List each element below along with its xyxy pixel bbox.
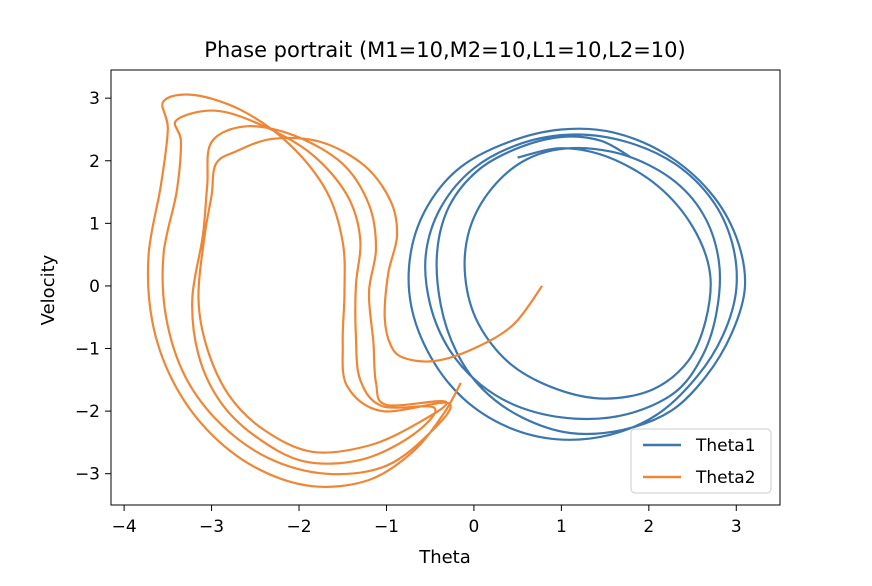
x-axis-ticks: −4 −3 −2 −1 0 1 2 3 xyxy=(112,505,742,537)
legend: Theta1 Theta2 xyxy=(630,428,772,494)
x-tick-label: −1 xyxy=(374,517,399,537)
y-axis-label: Velocity xyxy=(38,254,59,325)
x-tick-label: −3 xyxy=(199,517,224,537)
x-axis-label: Theta xyxy=(418,547,471,568)
x-tick-label: −4 xyxy=(112,517,137,537)
y-tick-label: 3 xyxy=(89,89,100,109)
series-line-theta1 xyxy=(407,127,747,441)
plot-area-frame xyxy=(110,69,781,506)
x-tick-label: 3 xyxy=(731,517,742,537)
y-tick-label: −2 xyxy=(75,402,100,422)
y-tick-label: 1 xyxy=(89,214,100,234)
legend-label-theta2: Theta2 xyxy=(695,468,756,488)
y-tick-label: 2 xyxy=(89,152,100,172)
y-tick-label: 0 xyxy=(89,277,100,297)
legend-label-theta1: Theta1 xyxy=(695,436,756,456)
series-layer xyxy=(146,93,747,489)
y-axis-ticks: 3 2 1 0 −1 −2 −3 xyxy=(75,89,111,485)
x-tick-label: 0 xyxy=(469,517,480,537)
x-tick-label: −2 xyxy=(286,517,311,537)
x-tick-label: 2 xyxy=(643,517,654,537)
y-tick-label: −3 xyxy=(75,465,100,485)
y-tick-label: −1 xyxy=(75,340,100,360)
series-line-theta2 xyxy=(146,93,543,489)
x-tick-label: 1 xyxy=(556,517,567,537)
chart-title: Phase portrait (M1=10,M2=10,L1=10,L2=10) xyxy=(204,38,685,62)
